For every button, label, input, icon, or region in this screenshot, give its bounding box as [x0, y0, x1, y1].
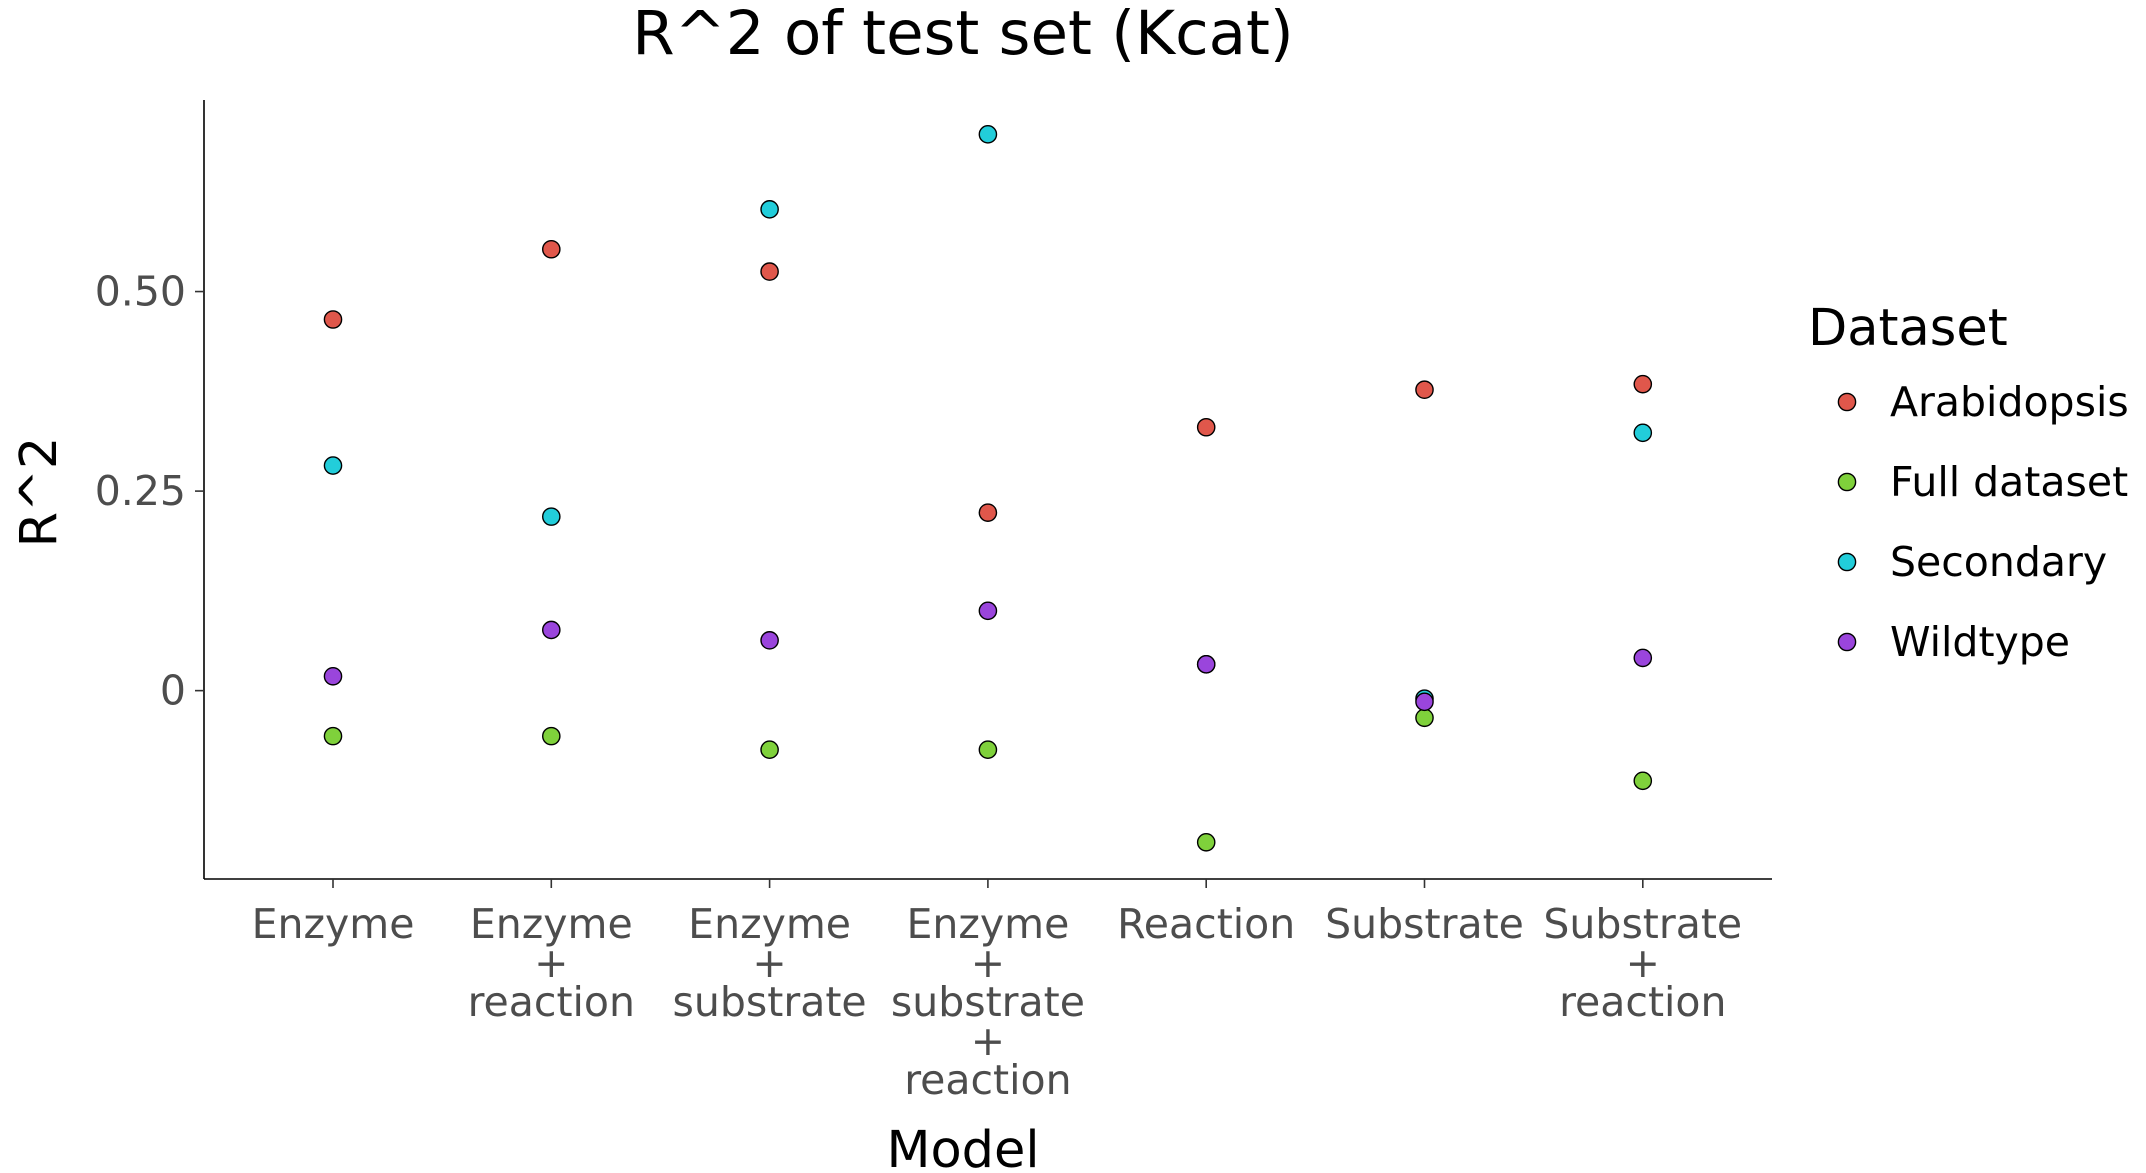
- x-tick-label-line: reaction: [468, 978, 635, 1026]
- point-full-dataset: [1415, 708, 1434, 728]
- point-full-dataset: [760, 740, 779, 759]
- legend-title: Dataset: [1808, 299, 2008, 358]
- x-tick-label-line: reaction: [904, 1056, 1071, 1104]
- point-full-dataset: [1196, 832, 1216, 852]
- x-tick-label-line: Substrate: [1543, 900, 1742, 948]
- y-tick-label: 0.25: [95, 467, 186, 515]
- chart-title: R^2 of test set (Kcat): [632, 0, 1293, 69]
- point-arabidopsis: [323, 310, 343, 329]
- point-wildtype: [1415, 692, 1434, 712]
- legend-items: Arabidopsis Full dataset Secondary Wildtype: [1837, 378, 2129, 666]
- point-wildtype: [323, 666, 343, 686]
- data-points: [323, 125, 1653, 852]
- x-tick-label-line: substrate: [891, 978, 1085, 1026]
- point-wildtype: [1196, 654, 1216, 674]
- point-wildtype: [1633, 648, 1653, 668]
- point-full-dataset: [1633, 771, 1653, 791]
- point-arabidopsis: [1196, 417, 1216, 437]
- point-arabidopsis: [760, 262, 779, 281]
- point-arabidopsis: [978, 503, 998, 522]
- legend-marker-arabidopsis: [1837, 392, 1857, 412]
- legend-label-full-dataset: Full dataset: [1890, 458, 2128, 506]
- legend-marker-full-dataset: [1837, 472, 1857, 492]
- x-tick-label-line: Substrate: [1325, 900, 1524, 948]
- x-tick-label: Enzyme + substrate: [673, 900, 867, 1026]
- x-tick-label-line: +: [534, 939, 568, 987]
- point-secondary: [1633, 423, 1653, 443]
- point-wildtype: [542, 620, 561, 640]
- x-tick-label-line: substrate: [673, 978, 867, 1026]
- axes: [203, 100, 1772, 880]
- x-tick-label: Substrate + reaction: [1543, 900, 1742, 1026]
- point-arabidopsis: [1633, 374, 1653, 394]
- x-tick-label-line: Reaction: [1117, 900, 1295, 948]
- legend-label-arabidopsis: Arabidopsis: [1890, 378, 2129, 426]
- y-tick-label: 0: [160, 667, 186, 715]
- point-secondary: [323, 456, 343, 475]
- x-tick-label-line: +: [971, 939, 1005, 987]
- x-tick-label: Enzyme: [252, 900, 415, 948]
- point-arabidopsis: [542, 239, 561, 259]
- point-wildtype: [978, 601, 998, 621]
- point-full-dataset: [323, 726, 343, 746]
- x-tick-label-line: Enzyme: [470, 900, 633, 948]
- x-tick-label-line: +: [971, 1017, 1005, 1065]
- point-secondary: [542, 507, 561, 526]
- x-tick-label-line: reaction: [1559, 978, 1726, 1026]
- point-secondary: [760, 200, 779, 219]
- x-tick-label: Reaction: [1117, 900, 1295, 948]
- x-tick-label: Enzyme + substrate + reaction: [891, 900, 1085, 1104]
- legend: Dataset Arabidopsis Full dataset Secondary…: [1808, 299, 2129, 666]
- x-tick-label-line: +: [752, 939, 786, 987]
- x-tick-label-line: Enzyme: [906, 900, 1069, 948]
- point-full-dataset: [978, 740, 998, 759]
- x-tick-label-line: Enzyme: [252, 900, 415, 948]
- point-full-dataset: [542, 726, 561, 746]
- legend-label-secondary: Secondary: [1890, 538, 2107, 586]
- x-axis-title: Model: [886, 1121, 1039, 1173]
- x-tick-label-line: +: [1626, 939, 1660, 987]
- y-tick-label: 0.50: [95, 268, 186, 316]
- x-tick-label: Enzyme + reaction: [468, 900, 635, 1026]
- legend-label-wildtype: Wildtype: [1890, 618, 2070, 666]
- x-tick-label: Substrate: [1325, 900, 1524, 948]
- point-wildtype: [760, 631, 779, 650]
- y-axis-title: R^2: [10, 437, 69, 548]
- y-ticks: 0 0.25 0.50: [95, 268, 204, 715]
- x-tick-label-line: Enzyme: [688, 900, 851, 948]
- legend-marker-wildtype: [1837, 632, 1857, 652]
- point-arabidopsis: [1415, 380, 1434, 400]
- point-secondary: [978, 125, 998, 144]
- legend-marker-secondary: [1837, 552, 1857, 572]
